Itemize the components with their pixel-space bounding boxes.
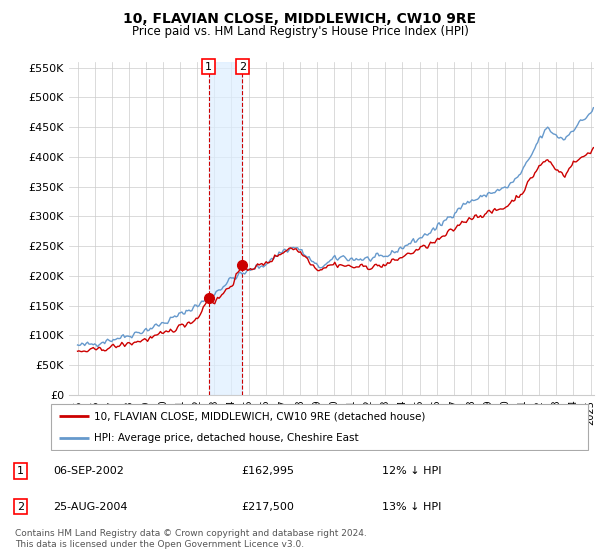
- Text: Price paid vs. HM Land Registry's House Price Index (HPI): Price paid vs. HM Land Registry's House …: [131, 25, 469, 38]
- Text: 25-AUG-2004: 25-AUG-2004: [53, 502, 128, 511]
- Bar: [209, 62, 242, 395]
- Text: 2: 2: [17, 502, 24, 511]
- Text: 10, FLAVIAN CLOSE, MIDDLEWICH, CW10 9RE: 10, FLAVIAN CLOSE, MIDDLEWICH, CW10 9RE: [124, 12, 476, 26]
- Text: 1: 1: [17, 466, 24, 476]
- Text: 10, FLAVIAN CLOSE, MIDDLEWICH, CW10 9RE (detached house): 10, FLAVIAN CLOSE, MIDDLEWICH, CW10 9RE …: [94, 411, 425, 421]
- Text: HPI: Average price, detached house, Cheshire East: HPI: Average price, detached house, Ches…: [94, 433, 359, 443]
- Text: £162,995: £162,995: [241, 466, 294, 476]
- Text: 12% ↓ HPI: 12% ↓ HPI: [382, 466, 442, 476]
- Text: £217,500: £217,500: [241, 502, 294, 511]
- Text: 13% ↓ HPI: 13% ↓ HPI: [382, 502, 442, 511]
- Text: 2: 2: [239, 62, 246, 72]
- FancyBboxPatch shape: [51, 404, 588, 450]
- Text: 1: 1: [205, 62, 212, 72]
- Text: Contains HM Land Registry data © Crown copyright and database right 2024.
This d: Contains HM Land Registry data © Crown c…: [15, 529, 367, 549]
- Text: 06-SEP-2002: 06-SEP-2002: [53, 466, 124, 476]
